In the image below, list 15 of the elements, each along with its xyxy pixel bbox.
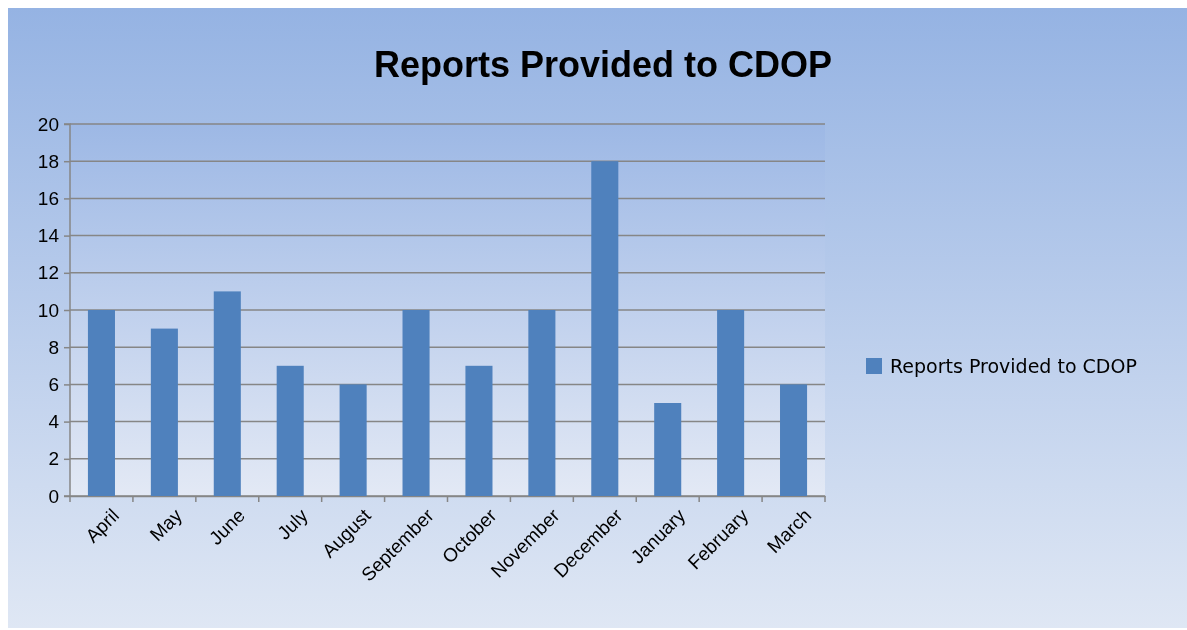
- y-tick-label: 16: [37, 187, 59, 209]
- legend-label: Reports Provided to CDOP: [890, 354, 1137, 377]
- y-tick-label: 0: [48, 485, 59, 507]
- y-tick-label: 18: [37, 150, 59, 172]
- y-tick-label: 20: [37, 113, 59, 135]
- y-tick-label: 14: [37, 225, 60, 247]
- x-tick-label: May: [145, 504, 187, 546]
- y-tick-label: 2: [48, 448, 59, 470]
- y-tick-label: 10: [37, 299, 59, 321]
- y-tick-label: 8: [48, 336, 59, 358]
- y-tick-label: 4: [48, 411, 60, 433]
- x-tick-label: July: [273, 504, 313, 544]
- y-tick-label: 12: [37, 262, 59, 284]
- y-tick-label: 6: [48, 373, 59, 395]
- chart-title: Reports Provided to CDOP: [373, 44, 833, 85]
